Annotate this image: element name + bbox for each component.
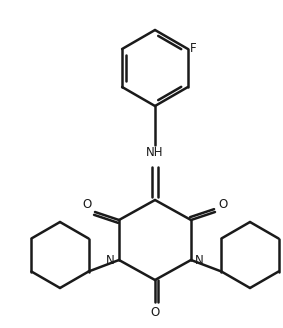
Text: NH: NH <box>146 146 164 158</box>
Text: N: N <box>195 254 204 266</box>
Text: O: O <box>150 306 160 319</box>
Text: O: O <box>83 198 92 211</box>
Text: N: N <box>106 254 115 266</box>
Text: F: F <box>190 42 196 54</box>
Text: O: O <box>218 198 227 211</box>
